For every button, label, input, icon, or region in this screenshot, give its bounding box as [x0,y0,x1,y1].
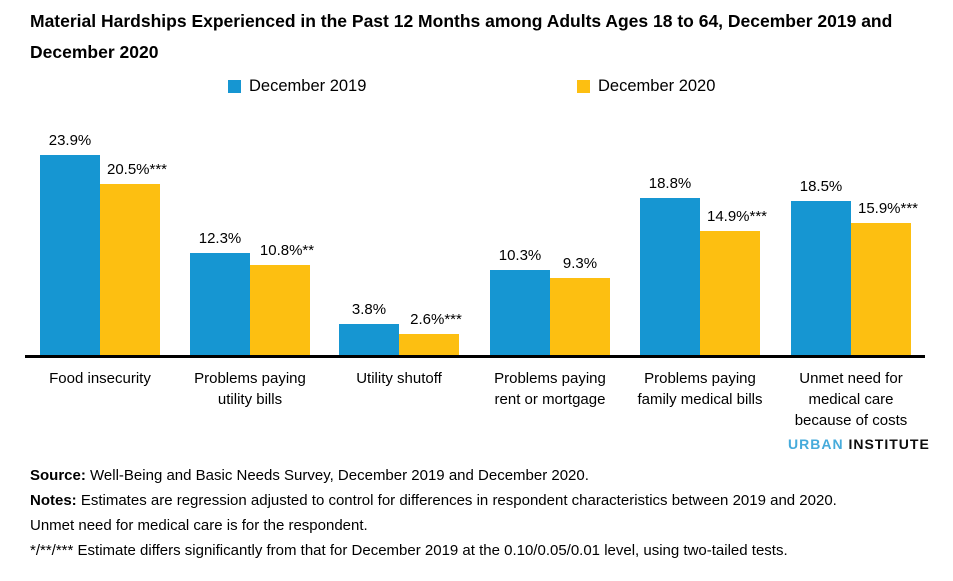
logo-urban-text: URBAN [788,436,844,452]
legend-swatch-dec-2019-icon [228,80,241,93]
bar-value-label: 14.9%*** [706,208,768,225]
bar-dec-2020 [250,265,310,356]
category-label: Problems paying rent or mortgage [494,370,606,408]
bar-dec-2019 [339,324,399,356]
bar-value-label: 10.3% [498,247,542,264]
notes-label: Notes: [30,492,77,509]
category-label: Problems paying utility bills [194,370,306,408]
x-axis-line [25,355,925,358]
bar-value-label: 18.8% [648,175,692,192]
source-line: Source: Well-Being and Basic Needs Surve… [30,463,945,488]
logo-institute-text: INSTITUTE [848,436,930,452]
bar-value-label: 12.3% [198,230,242,247]
bar-dec-2019 [190,253,250,356]
source-label: Source: [30,467,86,484]
bar-dec-2019 [490,270,550,356]
bar-dec-2019 [791,201,851,356]
notes-line-1: Notes: Estimates are regression adjusted… [30,488,945,513]
legend: December 2019 December 2020 [0,77,953,99]
significance-text: */**/*** Estimate differs significantly … [30,542,788,559]
legend-swatch-dec-2020-icon [577,80,590,93]
legend-label-dec-2020: December 2020 [598,77,716,95]
bar-value-label: 23.9% [48,132,92,149]
bar-value-label: 9.3% [562,255,598,272]
bar-value-label: 10.8%** [259,242,315,259]
legend-item-dec-2019: December 2019 [228,77,366,96]
urban-institute-logo: URBAN INSTITUTE [788,436,930,452]
bar-chart-plot-area: 23.9% 20.5%*** 12.3% 10.8%** 3.8% 2.6%*** 10.3… [0,110,953,356]
bar-value-label: 18.5% [799,178,843,195]
significance-line: */**/*** Estimate differs significantly … [30,538,945,563]
legend-label-dec-2019: December 2019 [249,77,367,95]
notes-line-2: Unmet need for medical care is for the r… [30,513,945,538]
bar-dec-2020 [399,334,459,356]
category-label: Food insecurity [49,370,151,387]
notes-text-2: Unmet need for medical care is for the r… [30,517,368,534]
bar-value-label: 20.5%*** [106,161,168,178]
category-axis-labels: Food insecurity Problems paying utility b… [0,368,953,438]
category-label: Utility shutoff [356,370,442,387]
bar-value-label: 15.9%*** [857,200,919,217]
bar-dec-2020 [851,223,911,356]
bar-dec-2020 [700,231,760,356]
notes-text-1: Estimates are regression adjusted to con… [76,492,837,509]
category-label: Problems paying family medical bills [637,370,763,408]
bar-dec-2019 [640,198,700,356]
source-text: Well-Being and Basic Needs Survey, Decem… [85,467,589,484]
bar-dec-2019 [40,155,100,356]
bar-dec-2020 [100,184,160,356]
bar-value-label: 2.6%*** [410,311,462,328]
bar-dec-2020 [550,278,610,356]
legend-item-dec-2020: December 2020 [577,77,715,96]
category-label: Unmet need for medical care because of c… [794,370,908,429]
chart-title: Material Hardships Experienced in the Pa… [30,11,893,62]
footer-notes: Source: Well-Being and Basic Needs Surve… [30,463,945,563]
bar-value-label: 3.8% [351,301,387,318]
